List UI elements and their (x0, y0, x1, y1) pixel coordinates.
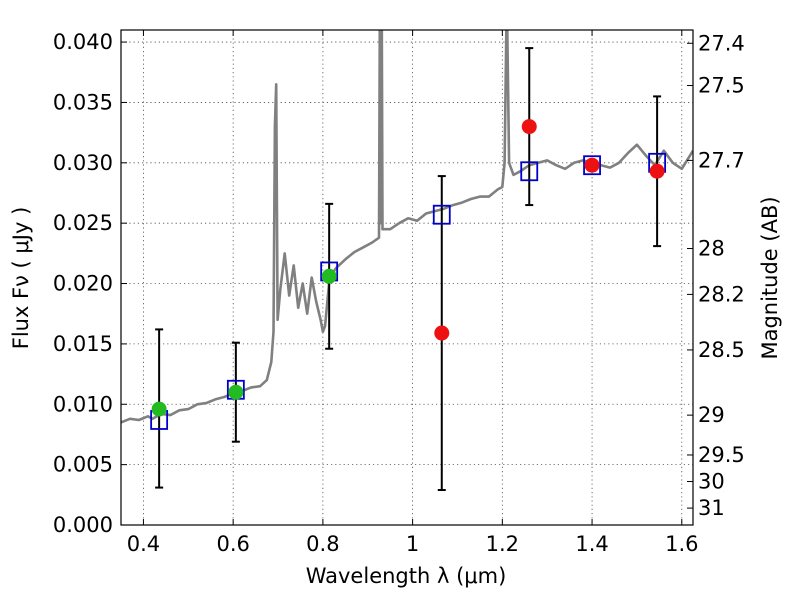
y-tick-label: 0.015 (53, 332, 113, 356)
x-tick-label: 1.4 (575, 532, 608, 556)
low-significance-point (521, 119, 537, 135)
y-tick-label: 0.030 (53, 151, 113, 175)
y-tick-label: 0.040 (53, 30, 113, 54)
y-tick-label: 0.020 (53, 272, 113, 296)
y-tick-label: 0.000 (53, 513, 113, 537)
detection-point (321, 268, 337, 284)
x-tick-label: 0.6 (216, 532, 249, 556)
model-photometry-square (583, 155, 601, 176)
grid-layer (121, 30, 693, 526)
y-tick-label: 0.010 (53, 392, 113, 416)
y-axis-title: Flux Fν ( μJy ) (9, 207, 33, 350)
x-tick-label: 1.2 (486, 532, 519, 556)
detection-point (228, 384, 244, 400)
y-tick-label: 0.025 (53, 211, 113, 235)
right-tick-label: 30 (698, 470, 725, 494)
model-photometry-square (432, 204, 451, 225)
x-tick-label: 1 (406, 532, 419, 556)
right-tick-label: 29 (698, 403, 725, 427)
axes-layer: 0.4 0.6 0.8 1 1.2 1.4 1.6 0.000 0.005 0.010 0.015 0… (53, 29, 745, 556)
right-tick-label: 28 (698, 237, 725, 261)
model-spectrum-line (121, 30, 693, 424)
x-tick-label: 0.4 (127, 532, 160, 556)
low-significance-point (584, 157, 600, 173)
y-tick-label: 0.005 (53, 453, 113, 477)
right-axis-title: Magnitude (AB) (758, 196, 782, 359)
right-tick-label: 27.5 (698, 74, 745, 98)
x-tick-label: 0.8 (306, 532, 339, 556)
model-photometry-square (520, 161, 539, 182)
detection-point (151, 401, 167, 417)
right-tick-label: 29.5 (698, 443, 745, 467)
right-tick-label: 31 (698, 496, 725, 520)
x-tick-label: 1.6 (665, 532, 698, 556)
plot-frame (120, 29, 694, 526)
right-tick-label: 27.7 (698, 148, 745, 172)
right-tick-label: 28.2 (698, 282, 745, 306)
low-significance-point (434, 325, 450, 341)
low-significance-point (649, 163, 665, 179)
y-tick-label: 0.035 (53, 90, 113, 114)
right-tick-label: 27.4 (698, 31, 745, 55)
x-axis-title: Wavelength λ (μm) (306, 564, 507, 588)
plot-layer (121, 30, 693, 491)
right-tick-label: 28.5 (698, 338, 745, 362)
